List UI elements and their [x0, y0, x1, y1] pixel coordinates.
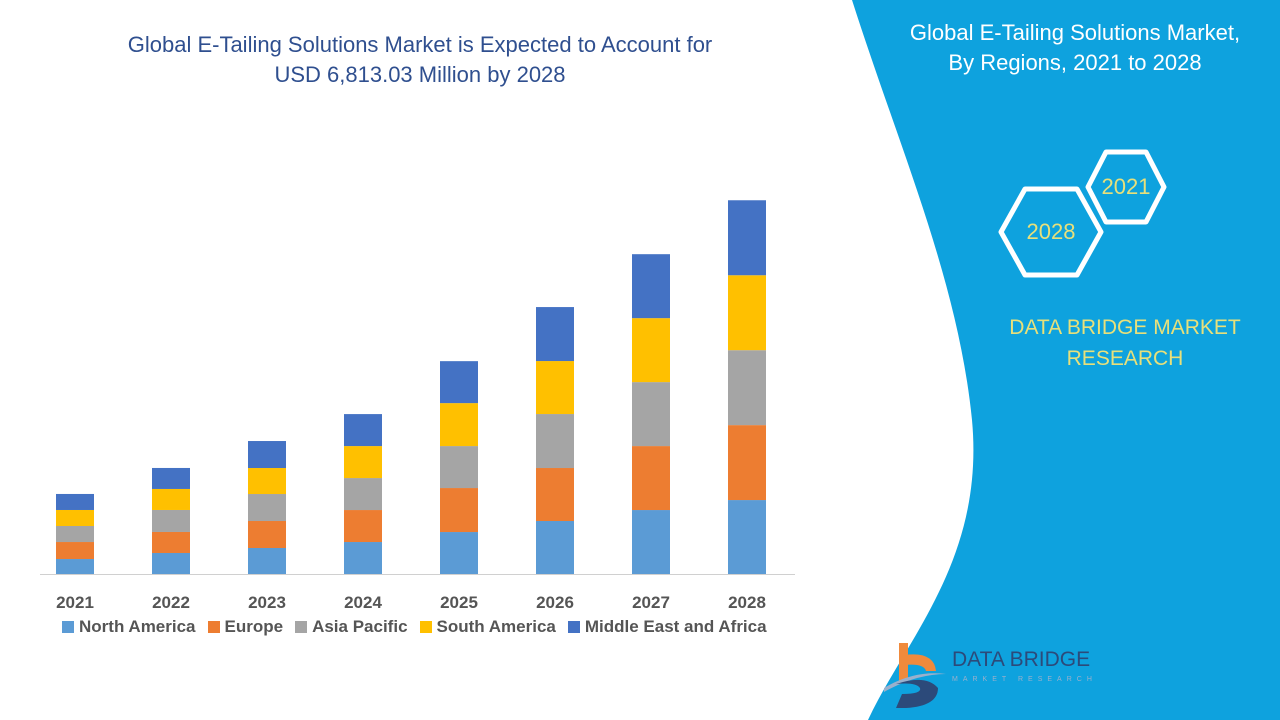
x-tick-label: 2021: [56, 593, 94, 612]
x-tick-label: 2028: [728, 593, 766, 612]
hexagon-2028: [998, 186, 1104, 278]
bar-segment-2026-north-america: [536, 521, 574, 574]
legend-swatch: [207, 621, 220, 633]
bar-segment-2021-europe: [56, 542, 94, 560]
bar-segment-2026-europe: [536, 468, 574, 522]
chart-legend: North America Europe Asia Pacific South Ame…: [62, 617, 767, 637]
brand-line-1: DATA BRIDGE MARKET: [1009, 316, 1241, 339]
x-tick-label: 2027: [632, 593, 670, 612]
legend-label: Asia Pacific: [312, 617, 408, 636]
bar-segment-2028-middle-east-and-africa: [728, 200, 766, 276]
side-panel-shape: [852, 0, 1280, 720]
bar-segment-2026-asia-pacific: [536, 414, 574, 469]
legend-item: Middle East and Africa: [567, 617, 767, 637]
logo-name: DATA BRIDGE: [952, 648, 1091, 671]
title-line-2: USD 6,813.03 Million by 2028: [274, 62, 566, 87]
bar-segment-2021-south-america: [56, 509, 94, 526]
bar-segment-2025-asia-pacific: [440, 446, 478, 489]
bar-segment-2027-europe: [632, 446, 670, 511]
bar-segment-2021-middle-east-and-africa: [56, 493, 94, 510]
bar-segment-2023-asia-pacific: [248, 494, 286, 522]
bar-segment-2024-asia-pacific: [344, 478, 382, 511]
x-tick-label: 2023: [248, 593, 286, 612]
legend-label: South America: [436, 617, 556, 636]
side-title-line-2: By Regions, 2021 to 2028: [948, 50, 1202, 75]
hex-label-2028: 2028: [1026, 219, 1076, 244]
chart-title: Global E-Tailing Solutions Market is Exp…: [60, 30, 780, 90]
bar-segment-2025-north-america: [440, 532, 478, 574]
bar-segment-2023-middle-east-and-africa: [248, 441, 286, 469]
legend-item: Asia Pacific: [295, 617, 408, 637]
bar-segment-2024-europe: [344, 510, 382, 543]
bar-segment-2025-europe: [440, 488, 478, 533]
bar-segment-2026-south-america: [536, 361, 574, 415]
bar-segment-2026-middle-east-and-africa: [536, 307, 574, 362]
x-tick-label: 2025: [440, 593, 478, 612]
logo-subtitle: MARKET RESEARCH: [952, 676, 1097, 683]
brand-text: DATA BRIDGE MARKET RESEARCH: [975, 312, 1275, 374]
bar-segment-2028-europe: [728, 425, 766, 501]
bar-segment-2023-north-america: [248, 547, 286, 574]
x-tick-label: 2024: [344, 593, 382, 612]
legend-swatch: [62, 621, 74, 633]
legend-label: Middle East and Africa: [584, 617, 767, 636]
bar-segment-2025-middle-east-and-africa: [440, 361, 478, 404]
hex-label-2021: 2021: [1101, 174, 1151, 199]
bar-segment-2022-asia-pacific: [152, 509, 190, 532]
bar-segment-2028-asia-pacific: [728, 350, 766, 426]
side-title-line-1: Global E-Tailing Solutions Market,: [909, 20, 1241, 45]
legend-label: North America: [79, 617, 196, 636]
legend-swatch: [567, 621, 580, 633]
legend-swatch: [419, 621, 432, 633]
legend-label: Europe: [224, 617, 284, 636]
stacked-bar-chart: 2021 2022 2023 2024 2025 2026 2027 2028: [40, 200, 795, 612]
x-tick-label: 2022: [152, 593, 190, 612]
bar-segment-2021-asia-pacific: [56, 526, 94, 543]
bar-segment-2022-north-america: [152, 552, 190, 574]
bar-segment-2028-north-america: [728, 500, 766, 574]
bar-segment-2028-south-america: [728, 275, 766, 351]
legend-swatch: [295, 621, 308, 633]
bar-segment-2027-asia-pacific: [632, 382, 670, 447]
bar-segment-2022-middle-east-and-africa: [152, 467, 190, 489]
bar-segment-2021-north-america: [56, 559, 94, 574]
bar-segment-2023-south-america: [248, 468, 286, 495]
bar-segment-2024-south-america: [344, 446, 382, 479]
legend-item: North America: [62, 617, 196, 637]
bar-segment-2025-south-america: [440, 403, 478, 447]
side-panel-title: Global E-Tailing Solutions Market, By Re…: [890, 18, 1260, 78]
bar-segment-2024-middle-east-and-africa: [344, 414, 382, 447]
legend-item: South America: [419, 617, 556, 637]
bar-segment-2022-south-america: [152, 488, 190, 510]
title-line-1: Global E-Tailing Solutions Market is Exp…: [127, 32, 713, 57]
hexagon-2021: [1085, 149, 1167, 225]
bar-segment-2027-north-america: [632, 510, 670, 574]
bar-segment-2023-europe: [248, 521, 286, 548]
bar-segment-2022-europe: [152, 531, 190, 553]
bar-segment-2027-middle-east-and-africa: [632, 254, 670, 319]
brand-line-2: RESEARCH: [1066, 347, 1184, 370]
legend-item: Europe: [207, 617, 284, 637]
x-tick-label: 2026: [536, 593, 574, 612]
bar-segment-2027-south-america: [632, 318, 670, 383]
logo-icon: [884, 643, 946, 708]
bar-segment-2024-north-america: [344, 542, 382, 574]
